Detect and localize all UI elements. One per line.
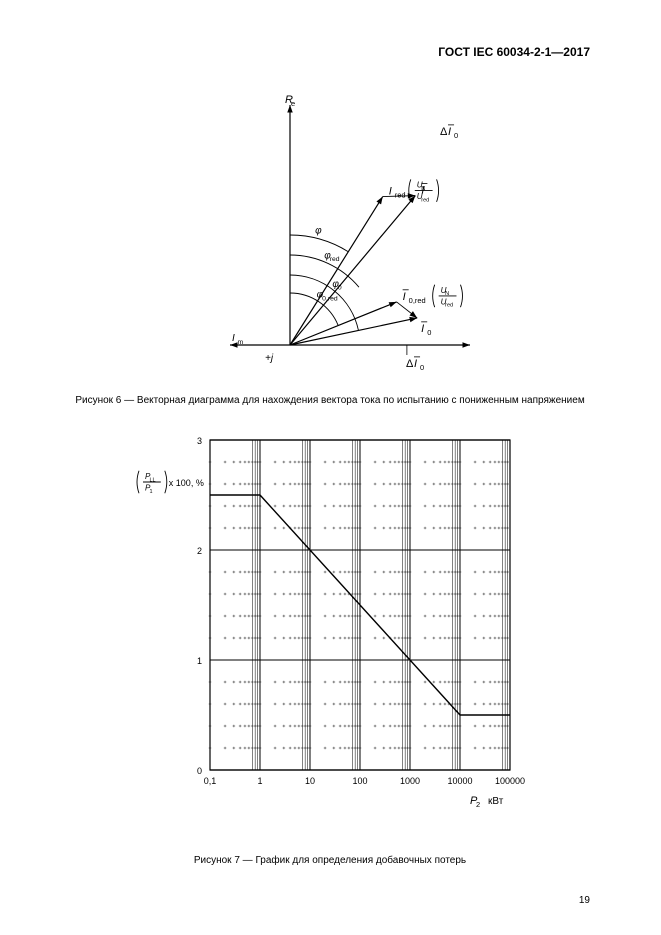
svg-text:Δ: Δ	[440, 126, 448, 138]
svg-text:N: N	[445, 291, 449, 297]
svg-text:x 100, %: x 100, %	[169, 478, 204, 488]
svg-text:1: 1	[197, 656, 202, 666]
svg-text:0,red: 0,red	[409, 296, 426, 305]
svg-text:red: red	[395, 191, 406, 200]
svg-text:I: I	[403, 291, 406, 303]
svg-text:I: I	[389, 186, 392, 198]
page-number: 19	[579, 895, 590, 906]
svg-text:10000: 10000	[447, 776, 472, 786]
svg-text:0,red: 0,red	[322, 295, 338, 302]
figure-6-vector-diagram: ReIm+jIφIredUNUredφredφ0I0φ0,redI0,redUN…	[150, 85, 510, 385]
svg-text:2: 2	[476, 800, 480, 809]
svg-text:red: red	[330, 256, 340, 263]
document-header: ГОСТ IEC 60034-2-1—2017	[438, 45, 590, 59]
figure-6-caption: Рисунок 6 — Векторная диаграмма для нахо…	[70, 395, 590, 406]
svg-text:0: 0	[420, 363, 424, 372]
figure-6-svg: ReIm+jIφIredUNUredφredφ0I0φ0,redI0,redUN…	[150, 85, 510, 385]
svg-text:I: I	[414, 358, 417, 370]
svg-text:кВт: кВт	[488, 796, 504, 807]
svg-text:e: e	[291, 99, 295, 108]
svg-text:+j: +j	[265, 353, 274, 364]
svg-text:red: red	[421, 197, 429, 203]
svg-text:I: I	[448, 126, 451, 138]
svg-text:3: 3	[197, 436, 202, 446]
figure-7-chart: 01230,1110100100010000100000PLLP1 x 100,…	[130, 430, 550, 840]
svg-text:100: 100	[352, 776, 367, 786]
svg-text:N: N	[421, 186, 425, 192]
svg-text:φ: φ	[315, 226, 322, 237]
svg-text:Δ: Δ	[406, 358, 414, 370]
svg-text:0: 0	[338, 285, 342, 292]
svg-text:I: I	[232, 333, 235, 344]
svg-text:red: red	[445, 303, 453, 309]
svg-text:1: 1	[149, 489, 152, 495]
svg-text:I: I	[421, 323, 424, 335]
svg-text:0,1: 0,1	[204, 776, 217, 786]
figure-7-svg: 01230,1110100100010000100000PLLP1 x 100,…	[130, 430, 550, 840]
svg-text:10: 10	[305, 776, 315, 786]
svg-text:100000: 100000	[495, 776, 525, 786]
svg-text:0: 0	[427, 328, 431, 337]
page: ГОСТ IEC 60034-2-1—2017 ReIm+jIφIredUNUr…	[70, 45, 590, 905]
svg-text:1000: 1000	[400, 776, 420, 786]
svg-text:2: 2	[197, 546, 202, 556]
svg-text:0: 0	[454, 131, 458, 140]
svg-text:1: 1	[257, 776, 262, 786]
figure-7-caption: Рисунок 7 — График для определения добав…	[70, 855, 590, 866]
svg-text:0: 0	[197, 766, 202, 776]
svg-text:m: m	[238, 339, 244, 346]
svg-text:LL: LL	[149, 477, 155, 483]
